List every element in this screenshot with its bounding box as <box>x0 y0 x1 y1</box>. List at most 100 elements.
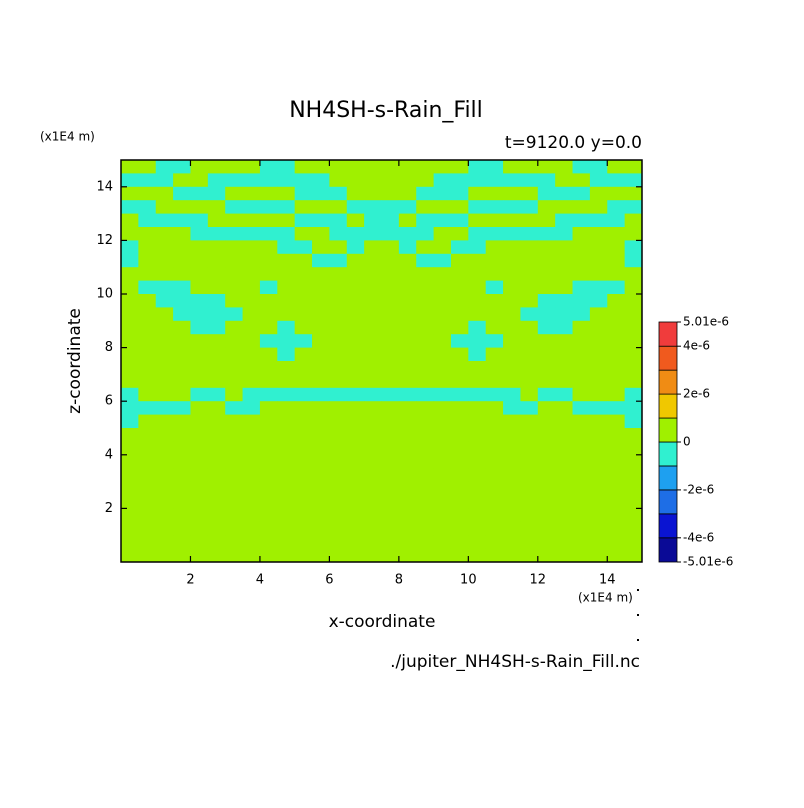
field-cell <box>259 428 278 442</box>
field-cell <box>329 441 348 456</box>
field-cell <box>121 240 139 255</box>
field-cell <box>259 213 278 228</box>
field-cell <box>450 347 469 362</box>
field-cell <box>277 227 296 241</box>
field-cell <box>329 334 348 349</box>
field-cell <box>485 294 504 308</box>
field-cell <box>207 227 226 241</box>
field-cell <box>173 173 191 188</box>
field-cell <box>537 481 556 496</box>
field-cell <box>503 387 521 402</box>
field-cell <box>312 320 330 335</box>
field-cell <box>225 280 244 295</box>
field-cell <box>572 548 591 562</box>
field-cell <box>398 521 417 536</box>
field-cell <box>537 320 556 335</box>
field-cell <box>537 307 556 322</box>
field-cell <box>503 361 521 375</box>
field-cell <box>572 253 591 268</box>
field-cell <box>450 240 469 255</box>
field-cell <box>225 454 244 469</box>
field-cell <box>503 253 521 268</box>
field-cell <box>433 361 452 375</box>
field-cell <box>624 361 642 375</box>
field-cell <box>520 320 539 335</box>
field-cell <box>190 240 209 255</box>
field-cell <box>138 347 157 362</box>
field-cell <box>121 200 139 215</box>
field-cell <box>433 441 452 456</box>
field-cell <box>259 535 278 550</box>
field-cell <box>589 173 608 188</box>
field-cell <box>589 495 608 509</box>
field-cell <box>312 508 330 523</box>
field-cell <box>242 481 261 496</box>
field-cell <box>207 361 226 375</box>
field-cell <box>381 173 400 188</box>
field-cell <box>450 521 469 536</box>
field-cell <box>503 428 521 442</box>
field-cell <box>572 334 591 349</box>
field-cell <box>329 320 348 335</box>
field-cell <box>277 347 296 362</box>
field-cell <box>624 347 642 362</box>
field-cell <box>416 441 435 456</box>
field-cell <box>138 548 157 562</box>
field-cell <box>607 213 626 228</box>
field-cell <box>173 186 191 201</box>
field-cell <box>207 495 226 509</box>
field-cell <box>520 253 539 268</box>
field-cell <box>312 535 330 550</box>
field-cell <box>173 548 191 562</box>
field-cell <box>173 495 191 509</box>
field-cell <box>450 227 469 241</box>
field-cell <box>207 253 226 268</box>
field-cell <box>259 347 278 362</box>
field-cell <box>190 441 209 456</box>
field-cell <box>242 347 261 362</box>
field-cell <box>450 307 469 322</box>
field-cell <box>225 428 244 442</box>
field-cell <box>190 267 209 282</box>
field-cell <box>589 240 608 255</box>
field-cell <box>398 253 417 268</box>
field-cell <box>589 454 608 469</box>
field-cell <box>624 468 642 483</box>
field-cell <box>381 294 400 308</box>
field-cell <box>294 387 313 402</box>
field-cell <box>259 495 278 509</box>
field-cell <box>450 200 469 215</box>
x-axis-label: x-coordinate <box>329 612 436 632</box>
field-cell <box>520 428 539 442</box>
field-cell <box>190 186 209 201</box>
field-cell <box>485 334 504 349</box>
field-cell <box>398 361 417 375</box>
field-cell <box>416 347 435 362</box>
field-cell <box>242 294 261 308</box>
field-cell <box>468 334 487 349</box>
field-cell <box>138 374 157 389</box>
field-cell <box>190 521 209 536</box>
field-cell <box>364 441 382 456</box>
field-cell <box>572 227 591 241</box>
field-cell <box>468 347 487 362</box>
field-cell <box>555 253 574 268</box>
field-cell <box>138 280 157 295</box>
field-cell <box>520 173 539 188</box>
field-cell <box>416 428 435 442</box>
field-cell <box>346 495 365 509</box>
field-cell <box>416 495 435 509</box>
field-cell <box>364 401 382 416</box>
field-cell <box>294 401 313 416</box>
field-cell <box>589 387 608 402</box>
field-cell <box>572 508 591 523</box>
field-cell <box>346 548 365 562</box>
field-cell <box>364 280 382 295</box>
field-cell <box>416 227 435 241</box>
field-cell <box>572 294 591 308</box>
field-cell <box>312 387 330 402</box>
axes: 2 4 6 8 10 12 14 2 4 6 8 10 12 14 5.01e-6 4e-6 2e-6 0 -2e-… <box>96 159 733 588</box>
field-cell <box>416 468 435 483</box>
colorbar-bin <box>658 465 678 491</box>
field-cell <box>207 173 226 188</box>
